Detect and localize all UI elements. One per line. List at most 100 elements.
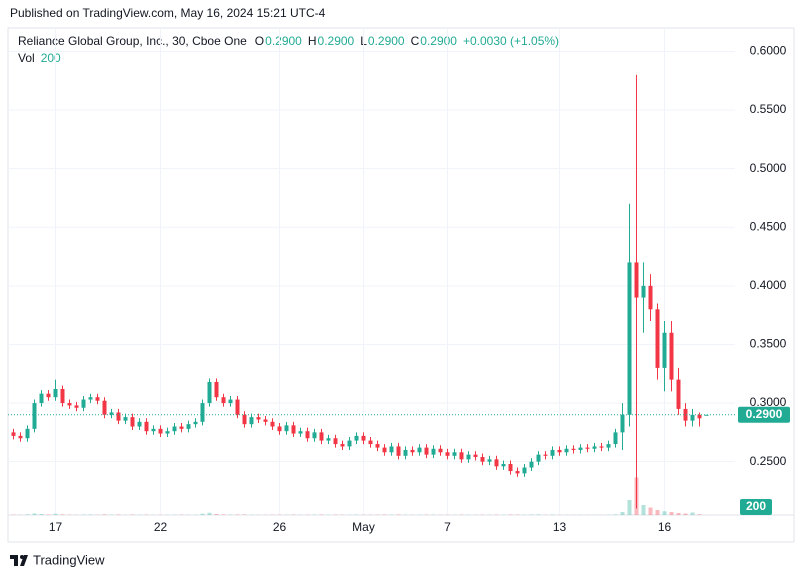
candle-body	[270, 421, 275, 427]
candle-body	[333, 438, 338, 445]
volume-bar	[235, 514, 240, 515]
legend-key: H	[308, 34, 317, 48]
volume-bar	[396, 514, 401, 515]
candle-body	[32, 403, 37, 429]
candle-body	[158, 428, 163, 434]
candle-body	[424, 447, 429, 455]
candle-body	[431, 448, 436, 455]
candle-body	[214, 381, 219, 398]
candle-body	[81, 399, 86, 408]
y-tick-label: 0.4500	[750, 219, 787, 233]
candle-body	[263, 419, 268, 422]
volume-value: 200	[41, 51, 61, 65]
candle-body	[277, 426, 282, 432]
volume-bar	[60, 514, 65, 515]
candle-body	[375, 444, 380, 448]
candle-body	[515, 471, 520, 474]
candle-body	[690, 414, 695, 421]
volume-bar	[676, 513, 681, 515]
candle-body	[550, 449, 555, 456]
candle-body	[459, 452, 464, 460]
last-price-label: 0.2900	[746, 407, 783, 421]
legend-value: 0.2900	[265, 34, 302, 48]
candle-body	[74, 405, 79, 408]
candle-body	[683, 408, 688, 421]
y-tick-label: 0.4000	[750, 278, 787, 292]
volume-bar	[536, 514, 541, 515]
candle-body	[473, 454, 478, 457]
candle-body	[109, 412, 114, 415]
volume-label: Vol	[18, 51, 35, 65]
candle-body	[620, 414, 625, 433]
candle-body	[627, 262, 632, 415]
candle-body	[466, 454, 471, 460]
candle-body	[95, 397, 100, 401]
candle-body	[452, 452, 457, 456]
candle-body	[39, 393, 44, 404]
volume-bar	[662, 511, 667, 515]
candle-body	[60, 389, 65, 404]
legend-change: +0.0030 (+1.05%)	[463, 34, 559, 48]
volume-bar	[697, 514, 702, 515]
candle-body	[410, 449, 415, 453]
candle-body	[480, 456, 485, 462]
candle-body	[585, 447, 590, 449]
candle-body	[529, 461, 534, 468]
candle-body	[599, 446, 604, 448]
last-volume-box	[740, 499, 772, 515]
candle-body	[242, 414, 247, 425]
x-tick-label: 17	[49, 520, 63, 534]
candle-body	[249, 417, 254, 425]
candle-body	[557, 449, 562, 453]
candle-body	[564, 448, 569, 453]
x-tick-label: 7	[444, 520, 451, 534]
legend-value: 0.2900	[420, 34, 457, 48]
y-tick-label: 0.6000	[750, 44, 787, 58]
candle-body	[200, 403, 205, 422]
legend-value: 0.2900	[318, 34, 355, 48]
last-price-box	[738, 406, 790, 423]
candle-body	[221, 397, 226, 404]
candle-body	[193, 421, 198, 425]
volume-bar	[690, 512, 695, 515]
candle-body	[571, 448, 576, 450]
candle-body	[298, 431, 303, 434]
last-volume-label: 200	[746, 499, 766, 513]
candle-body	[165, 431, 170, 434]
candle-body	[88, 397, 93, 400]
legend-key: C	[411, 34, 420, 48]
volume-bar	[32, 513, 37, 515]
candle-body	[256, 417, 261, 420]
y-tick-label: 0.5000	[750, 161, 787, 175]
candle-body	[102, 400, 107, 415]
candle-body	[536, 454, 541, 462]
candle-body	[130, 417, 135, 427]
candle-body	[508, 464, 513, 472]
x-tick-label: 16	[658, 520, 672, 534]
candle-body	[403, 449, 408, 456]
candle-body	[382, 447, 387, 453]
legend-key: O	[255, 34, 264, 48]
volume-bar	[53, 513, 58, 515]
volume-bar	[669, 512, 674, 515]
volume-bar	[627, 500, 632, 515]
candle-body	[669, 332, 674, 380]
x-tick-label: May	[352, 520, 375, 534]
candle-body	[228, 399, 233, 404]
candle-body	[235, 399, 240, 415]
candle-body	[179, 426, 184, 429]
candle-body	[578, 447, 583, 450]
volume-bar	[25, 514, 30, 515]
candle-body	[438, 448, 443, 453]
candle-body	[662, 332, 667, 368]
candle-body	[25, 428, 30, 439]
candle-body	[522, 467, 527, 474]
y-tick-label: 0.2500	[750, 454, 787, 468]
candle-body	[319, 432, 324, 441]
brand: TradingView	[33, 552, 105, 567]
candle-body	[67, 403, 72, 406]
brand-logo	[10, 555, 28, 566]
